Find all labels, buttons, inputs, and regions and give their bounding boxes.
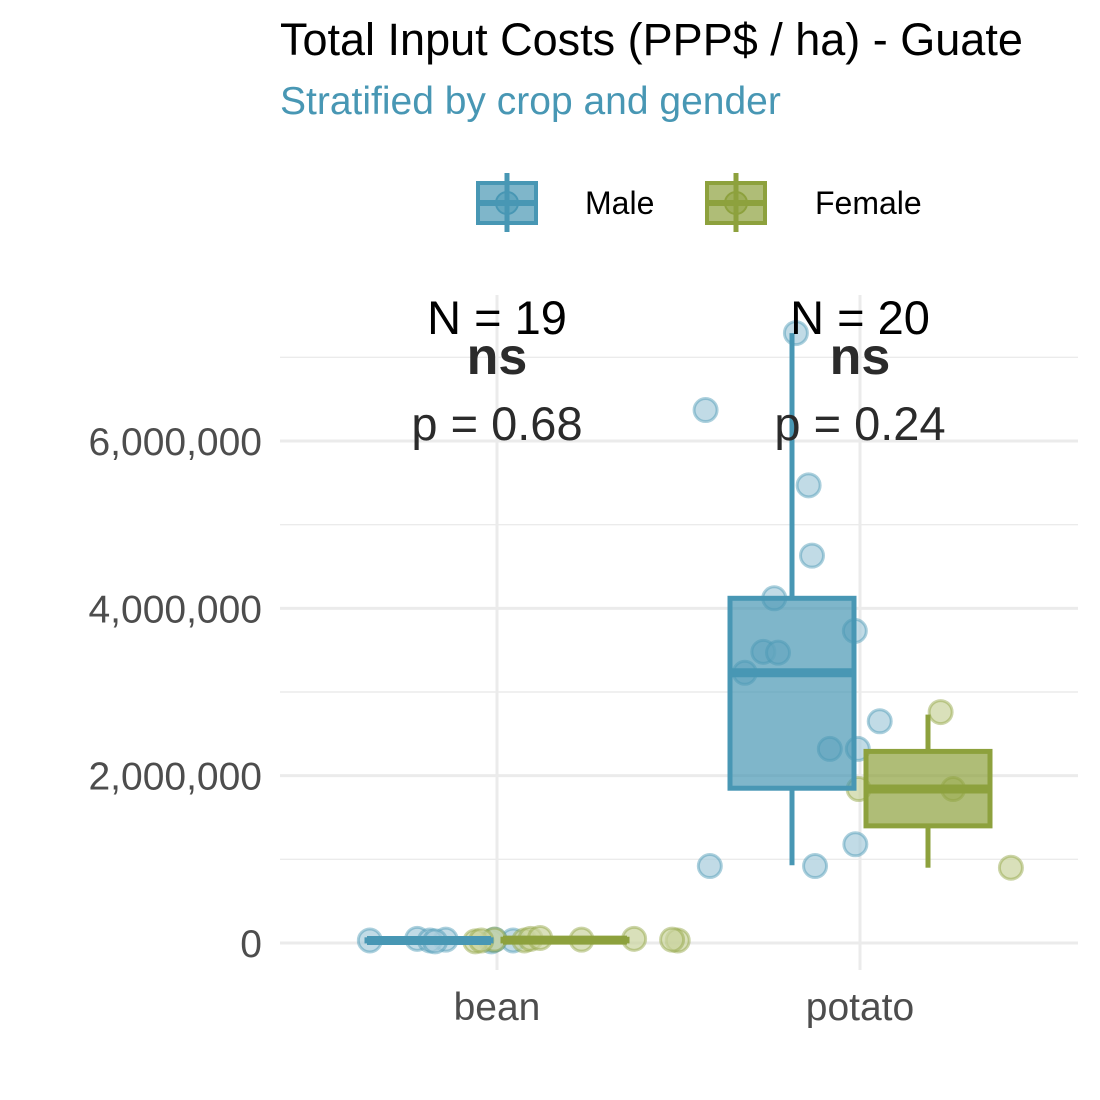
legend-label: Female bbox=[815, 185, 922, 221]
legend-item-female: Female bbox=[705, 173, 922, 232]
chart-subtitle: Stratified by crop and gender bbox=[280, 80, 781, 123]
x-tick-label: bean bbox=[454, 986, 541, 1029]
data-point bbox=[802, 853, 829, 880]
y-tick-label: 0 bbox=[240, 923, 262, 966]
data-point bbox=[692, 397, 719, 424]
data-point bbox=[696, 853, 723, 880]
box bbox=[727, 595, 857, 791]
boxplot-female-potato bbox=[863, 714, 993, 868]
significance-label: ns bbox=[830, 328, 891, 386]
y-tick-label: 6,000,000 bbox=[88, 421, 262, 464]
x-tick-label: potato bbox=[806, 986, 914, 1029]
chart-title: Total Input Costs (PPP$ / ha) - Guate bbox=[280, 14, 1023, 65]
data-point bbox=[659, 926, 686, 953]
boxplot-male-potato bbox=[727, 333, 857, 866]
p-value-label: p = 0.24 bbox=[774, 397, 945, 450]
boxplot-male-bean bbox=[364, 935, 494, 945]
n-label: N = 19 bbox=[427, 291, 567, 344]
p-value-label: p = 0.68 bbox=[411, 397, 582, 450]
data-point bbox=[866, 708, 893, 735]
data-point bbox=[927, 699, 954, 726]
significance-label: ns bbox=[467, 328, 528, 386]
data-point bbox=[842, 831, 869, 858]
legend-key-point bbox=[724, 191, 748, 215]
data-point bbox=[799, 542, 826, 569]
y-tick-label: 2,000,000 bbox=[88, 756, 262, 799]
legend-label: Male bbox=[585, 185, 654, 221]
y-tick-label: 4,000,000 bbox=[88, 588, 262, 631]
n-label: N = 20 bbox=[790, 291, 930, 344]
legend-key-point bbox=[495, 191, 519, 215]
legend-item-male: Male bbox=[476, 173, 654, 232]
boxplot-female-bean bbox=[500, 935, 630, 945]
data-point bbox=[795, 472, 822, 499]
data-point bbox=[997, 854, 1024, 881]
